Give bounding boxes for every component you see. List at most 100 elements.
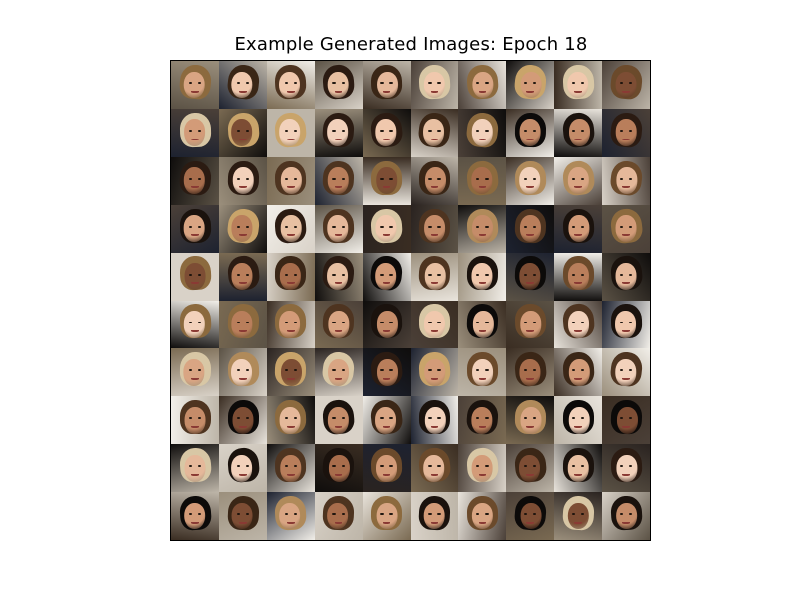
generated-face-image [506,444,555,493]
generated-face-image [266,492,315,540]
generated-face-image [602,61,650,109]
generated-face-image [554,204,603,253]
generated-face-image [218,348,267,397]
generated-face-image [362,396,411,445]
generated-face-image [218,300,267,349]
generated-face-image [506,204,555,253]
generated-face-image [602,156,650,205]
generated-face-image [554,156,603,205]
generated-face-image [218,252,267,301]
generated-face-image [410,396,459,445]
generated-face-image [218,396,267,445]
generated-face-image [506,348,555,397]
generated-face-image [602,204,650,253]
generated-face-image [506,108,555,157]
generated-face-image [218,492,267,540]
generated-face-image [171,300,219,349]
generated-face-image [554,61,603,109]
generated-face-image [171,444,219,493]
generated-face-image [410,204,459,253]
generated-face-image [362,108,411,157]
generated-face-image [218,61,267,109]
generated-face-image [266,396,315,445]
generated-face-image [410,156,459,205]
generated-face-image [506,492,555,540]
generated-face-image [410,300,459,349]
generated-face-image [602,396,650,445]
generated-face-image [171,348,219,397]
generated-face-image [410,61,459,109]
generated-face-image [458,396,507,445]
generated-face-image [602,108,650,157]
generated-face-image [218,156,267,205]
generated-face-image [171,156,219,205]
generated-face-image [362,300,411,349]
generated-face-image [554,252,603,301]
generated-face-image [314,348,363,397]
generated-face-image [458,108,507,157]
generated-face-image [410,444,459,493]
generated-face-image [314,300,363,349]
generated-face-image [602,252,650,301]
generated-face-image [362,61,411,109]
generated-face-image [266,156,315,205]
generated-face-image [218,108,267,157]
generated-face-image [458,204,507,253]
generated-face-image [410,252,459,301]
generated-face-image [458,492,507,540]
generated-face-image [554,444,603,493]
generated-face-image [314,492,363,540]
generated-images-grid [170,60,651,541]
generated-face-image [410,108,459,157]
generated-face-image [171,396,219,445]
generated-face-image [314,61,363,109]
generated-face-image [554,396,603,445]
generated-face-image [266,444,315,493]
generated-face-image [362,156,411,205]
generated-face-image [554,300,603,349]
generated-face-image [506,156,555,205]
generated-face-image [458,300,507,349]
generated-face-image [554,108,603,157]
generated-face-image [171,204,219,253]
generated-face-image [362,348,411,397]
generated-face-image [362,444,411,493]
generated-face-image [554,348,603,397]
generated-face-image [314,156,363,205]
generated-face-image [506,300,555,349]
generated-face-image [362,252,411,301]
generated-face-image [266,108,315,157]
generated-face-image [171,61,219,109]
generated-face-image [506,252,555,301]
generated-face-image [362,204,411,253]
generated-face-image [458,61,507,109]
generated-face-image [458,156,507,205]
figure-title: Example Generated Images: Epoch 18 [234,34,588,55]
generated-face-image [171,252,219,301]
generated-face-image [218,444,267,493]
generated-face-image [314,252,363,301]
generated-face-image [218,204,267,253]
generated-face-image [554,492,603,540]
generated-face-image [602,348,650,397]
generated-face-image [314,444,363,493]
generated-face-image [602,492,650,540]
generated-face-image [410,348,459,397]
generated-face-image [171,108,219,157]
generated-face-image [602,444,650,493]
generated-face-image [506,396,555,445]
generated-face-image [314,396,363,445]
generated-face-image [506,61,555,109]
generated-face-image [458,348,507,397]
generated-face-image [602,300,650,349]
generated-face-image [266,252,315,301]
generated-face-image [266,204,315,253]
generated-face-image [458,444,507,493]
generated-face-image [266,300,315,349]
generated-face-image [314,204,363,253]
generated-face-image [458,252,507,301]
generated-face-image [410,492,459,540]
generated-face-image [362,492,411,540]
generated-face-image [266,61,315,109]
generated-face-image [171,492,219,540]
